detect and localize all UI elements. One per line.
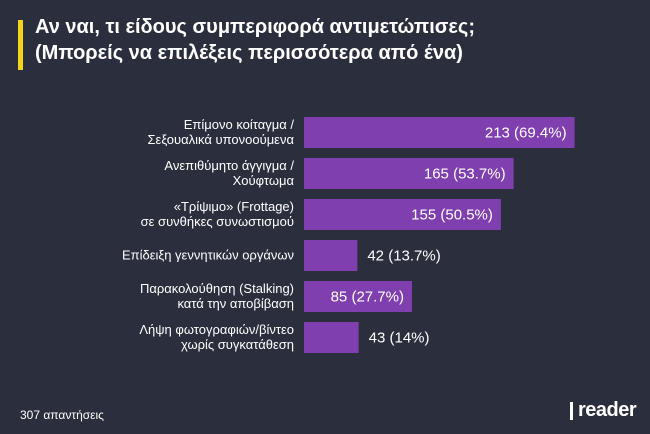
category-label-4-line-1: κατά την αποβίβαση — [177, 296, 294, 311]
category-label-2-line-0: «Τρίψιμο» (Frottage) — [174, 199, 294, 214]
title-line-1: Αν ναι, τι είδους συμπεριφορά αντιμετώπι… — [35, 16, 475, 38]
category-label-2-line-1: σε συνθήκες συνωστισμού — [141, 214, 294, 229]
value-label-4: 85 (27.7%) — [331, 289, 404, 306]
category-label-0-line-0: Επίμονο κοίταγμα / — [184, 117, 295, 132]
category-label-5-line-1: χωρίς συγκατάθεση — [181, 337, 294, 352]
reader-logo: reader — [570, 399, 637, 422]
bar-4 — [304, 281, 412, 312]
value-label-0: 213 (69.4%) — [485, 125, 567, 142]
bar-0 — [304, 117, 575, 148]
value-label-3: 42 (13.7%) — [367, 248, 440, 265]
category-label-1-line-1: Χούφτωμα — [233, 173, 295, 188]
category-label-3-line-0: Επίδειξη γεννητικών οργάνων — [122, 248, 294, 263]
bar-3 — [304, 240, 358, 271]
bar-5 — [304, 322, 359, 353]
response-count: 307 απαντήσεις — [20, 408, 104, 422]
logo-bar-icon — [570, 401, 573, 420]
title-line-2: (Μπορείς να επιλέξεις περισσότερα από έν… — [35, 42, 463, 64]
title-accent-bar — [18, 20, 23, 70]
value-label-5: 43 (14%) — [369, 330, 430, 347]
category-label-1-line-0: Ανεπιθύμητο άγγιγμα / — [164, 158, 294, 173]
value-label-1: 165 (53.7%) — [424, 166, 506, 183]
category-label-5-line-0: Λήψη φωτογραφιών/βίντεο — [139, 322, 294, 337]
value-label-2: 155 (50.5%) — [411, 207, 493, 224]
category-label-4-line-0: Παρακολούθηση (Stalking) — [140, 281, 294, 296]
logo-text: reader — [578, 399, 637, 421]
bar-2 — [304, 199, 501, 230]
category-label-0-line-1: Σεξουαλικά υπονοούμενα — [147, 132, 294, 147]
bar-1 — [304, 158, 514, 189]
